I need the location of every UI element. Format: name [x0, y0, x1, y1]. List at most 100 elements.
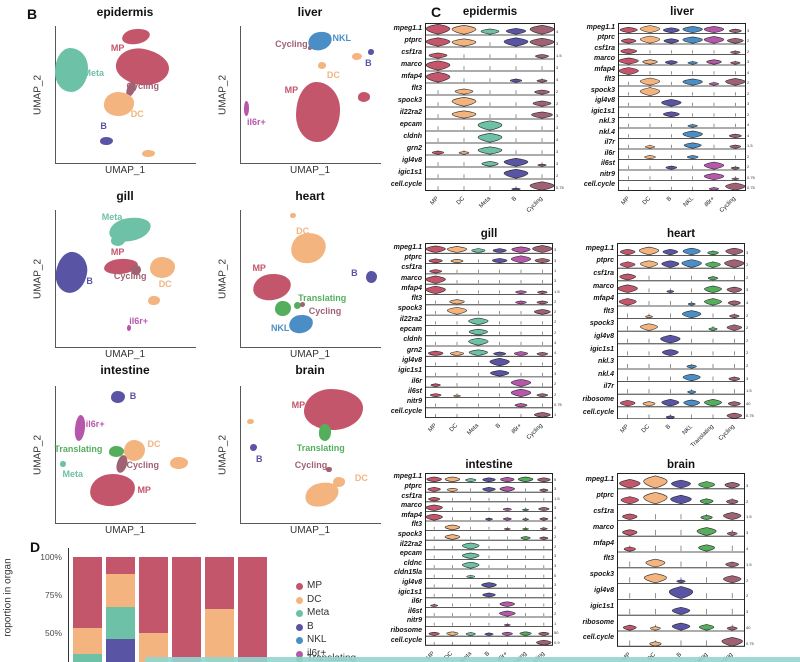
gene-label-mfap4: mfap4: [593, 295, 614, 303]
scale-value: 2: [746, 325, 749, 331]
scale-value: 0.75: [747, 175, 755, 180]
gene-label-cell.cycle: cell.cycle: [583, 181, 615, 189]
cluster-label-MP: MP: [252, 262, 266, 273]
umap-y-axis-label: UMAP_2: [32, 434, 44, 475]
scale-value: 0.75: [747, 185, 755, 191]
violin-grid-heart: [617, 243, 745, 420]
gene-label-mfap4: mfap4: [594, 65, 615, 73]
gene-label-marco: marco: [400, 502, 422, 510]
scale-value: 50: [554, 630, 559, 636]
cluster-blob-DC: [352, 52, 363, 60]
cluster-blob-B: [53, 250, 90, 296]
cluster-label-Meta: Meta: [101, 211, 123, 222]
cluster-blob-DC: [103, 92, 135, 116]
cluster-label-il6r+: il6r+: [247, 116, 266, 127]
bar-segment-MP: [139, 557, 168, 633]
cluster-label-il6r+: il6r+: [129, 315, 148, 326]
umap-y-axis-label: UMAP_2: [217, 434, 229, 475]
gene-label-il7r: il7r: [603, 383, 614, 391]
umap-title-epidermis: epidermis: [96, 5, 154, 19]
gene-label-grn2: grn2: [406, 144, 422, 152]
violin-grid-intestine: [425, 473, 553, 646]
bar-segment-MP: [172, 557, 201, 662]
cluster-label-il6r+: il6r+: [85, 419, 105, 430]
scale-value: 4: [746, 546, 749, 552]
y-tick-75: 75%: [44, 590, 62, 600]
cluster-label-B: B: [86, 276, 93, 287]
gene-label-nitr9: nitr9: [406, 398, 422, 406]
cluster-blob-Cycling: [130, 265, 141, 276]
gene-label-cell.cycle: cell.cycle: [582, 634, 614, 642]
scale-value: 0.9: [554, 640, 560, 646]
gene-label-epcam: epcam: [399, 550, 422, 558]
umap-plot-heart: DC MP B Translating Cycling NKL: [240, 210, 381, 348]
violin-title-brain: brain: [666, 459, 696, 471]
gene-label-cldn15la: cldn15la: [393, 569, 422, 577]
gene-label-cldnh: cldnh: [403, 132, 422, 140]
scale-value: 2: [747, 49, 750, 54]
gene-label-igl4v8: igl4v8: [402, 356, 422, 364]
gene-label-il6st: il6st: [407, 387, 422, 395]
scale-value: 3: [556, 149, 559, 155]
umap-x-axis-label: UMAP_1: [104, 349, 146, 360]
gene-label-spock3: spock3: [589, 571, 614, 579]
bar-chart-y-axis: [68, 548, 70, 662]
scale-value: 2: [554, 544, 557, 550]
scale-value: 1.5: [554, 289, 560, 294]
cluster-label-MP: MP: [137, 485, 151, 496]
cluster-blob-B: [110, 390, 125, 404]
cluster-label-Cycling: Cycling: [308, 306, 342, 317]
scale-value: 2: [554, 601, 557, 607]
bar-chart-y-axis-label: roportion in organ: [2, 558, 14, 637]
scale-value: 2: [554, 525, 557, 530]
cluster-blob-DC: [290, 212, 296, 219]
gene-label-ptprc: ptprc: [404, 482, 423, 490]
cluster-blob-Cycling: [326, 466, 332, 473]
scale-value: 2: [746, 350, 749, 356]
gene-label-cell.cycle: cell.cycle: [582, 408, 614, 416]
scale-value: 1: [554, 412, 557, 418]
gene-label-igl4v8: igl4v8: [402, 578, 422, 586]
gene-label-csf1ra: csf1ra: [594, 44, 615, 52]
umap-y-axis-label: UMAP_2: [217, 258, 229, 299]
cluster-label-Cycling: Cycling: [275, 38, 308, 49]
scale-value: 2: [746, 363, 749, 369]
cluster-label-Meta: Meta: [62, 468, 84, 479]
scale-value: 5: [554, 573, 557, 578]
umap-plot-liver: Cycling NKL B DC MP il6r+: [240, 26, 381, 164]
gene-label-spock3: spock3: [397, 530, 422, 538]
cluster-blob-DC: [149, 257, 175, 278]
bar-segment-DC: [205, 608, 234, 662]
scale-value: 4: [747, 133, 750, 138]
cluster-blob-MP: [88, 472, 136, 508]
celltype-axis-label-Cycling: Cycling: [718, 424, 737, 443]
scale-value: 3: [554, 247, 557, 253]
scale-value: 4: [554, 515, 557, 521]
gene-label-marco: marco: [592, 523, 614, 531]
gene-label-epcam: epcam: [399, 326, 422, 334]
gene-label-nkl.3: nkl.3: [598, 358, 614, 366]
cluster-blob-B: [250, 444, 258, 452]
scale-value: 2: [554, 319, 557, 325]
scale-value: 4: [747, 122, 750, 128]
scale-value: 3: [746, 530, 749, 536]
scale-value: 4: [554, 350, 557, 356]
violin-title-liver: liver: [670, 6, 694, 18]
cluster-label-B: B: [351, 268, 358, 279]
bar-segment-Meta: [73, 653, 102, 662]
cluster-label-Translating: Translating: [296, 442, 345, 453]
gene-label-mpeg1.1: mpeg1.1: [393, 243, 422, 251]
umap-title-intestine: intestine: [100, 363, 150, 377]
cluster-blob-B: [368, 49, 374, 55]
gene-label-csf1ra: csf1ra: [401, 492, 422, 500]
gene-label-spock3: spock3: [397, 96, 422, 104]
gene-label-csf1ra: csf1ra: [593, 270, 614, 277]
cluster-label-Cycling: Cycling: [126, 460, 160, 471]
scale-value: 3: [554, 563, 557, 569]
scale-value: 0.75: [746, 413, 754, 419]
violin-grid-epidermis: [425, 23, 555, 191]
cluster-label-MP: MP: [110, 42, 125, 53]
legend-label-B: B: [307, 620, 314, 632]
scale-value: 2: [554, 381, 557, 387]
scale-value: 1.5: [554, 496, 560, 502]
